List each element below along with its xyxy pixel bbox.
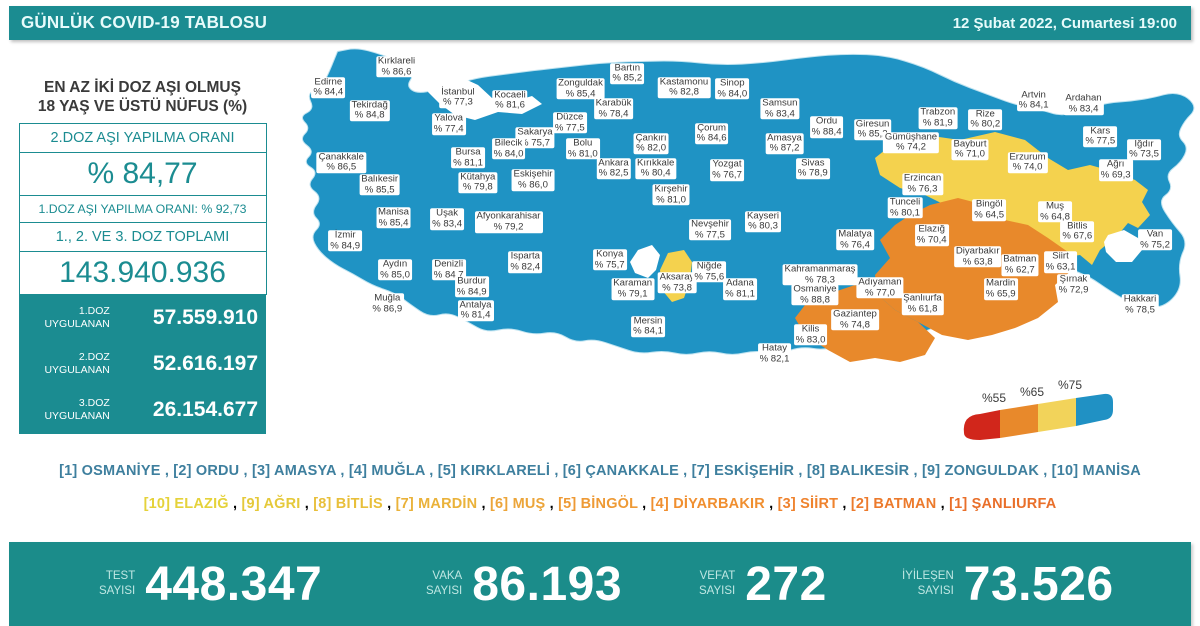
svg-text:%55: %55: [982, 391, 1006, 405]
svg-text:%75: %75: [1058, 378, 1082, 392]
svg-text:%65: %65: [1020, 385, 1044, 399]
